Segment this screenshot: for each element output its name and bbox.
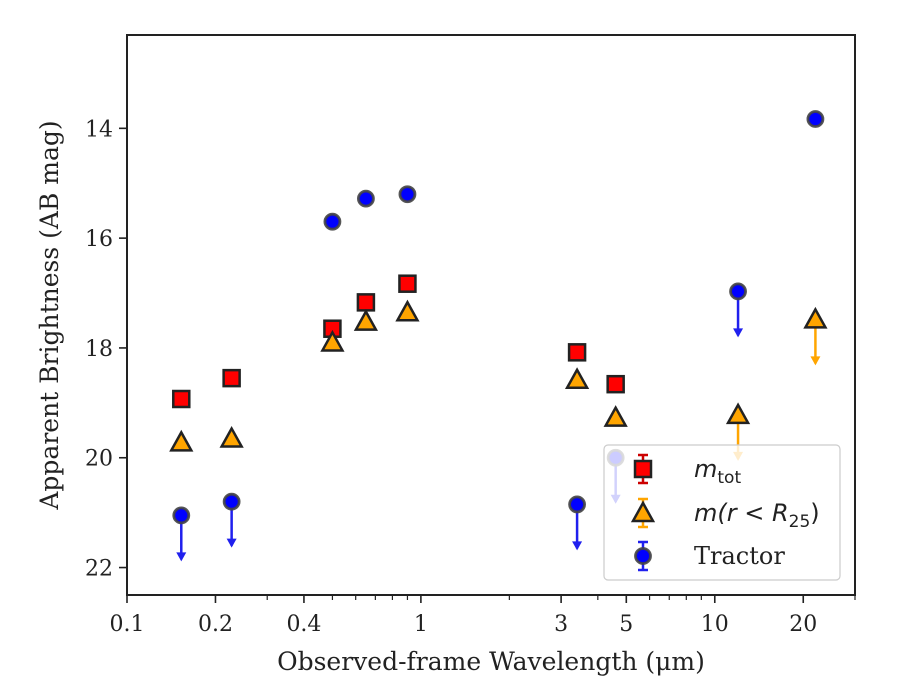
tractor-point-limit-arrow-head: [226, 538, 237, 548]
m-tot-point: [606, 374, 625, 394]
legend-label: Tractor: [694, 542, 785, 570]
x-tick-label: 10: [701, 612, 729, 637]
axes: 0.1 0.2 0.4 1 3 5 10 20 14 16 18 20 22 Observed-frame…: [35, 117, 856, 676]
m-r25-point: [603, 405, 628, 427]
tractor-point: [357, 189, 375, 208]
plot-frame: [126, 34, 856, 596]
x-tick-label: 20: [789, 612, 817, 637]
m-tot-point: [398, 274, 417, 293]
legend-marker: [633, 459, 653, 479]
m-tot-point: [172, 389, 191, 409]
m-r25-point: [353, 309, 379, 331]
y-tick-label: 16: [85, 227, 113, 252]
tractor-point: [729, 282, 747, 301]
y-tick-label: 18: [85, 337, 113, 362]
x-tick-label: 0.2: [198, 612, 233, 637]
x-tick-label: 0.1: [110, 612, 145, 637]
legend: mtot m(r < R25) Tractor: [603, 444, 841, 581]
tractor-point: [398, 185, 417, 204]
m-r25-point: [564, 367, 590, 390]
m-r25-point: [320, 329, 345, 352]
tractor-point: [222, 492, 241, 511]
m-r25-point: [169, 429, 194, 452]
m-r25-point: [395, 299, 420, 322]
m-tot-point: [222, 368, 241, 388]
x-axis-title: Observed-frame Wavelength (μm): [277, 647, 705, 676]
legend-box: [603, 444, 841, 581]
tractor-point-limit-arrow-head: [733, 328, 744, 338]
x-tick-label: 0.4: [286, 612, 321, 637]
y-tick-label: 20: [85, 447, 113, 472]
tractor-point: [172, 506, 191, 525]
x-tick-label: 1: [414, 612, 428, 637]
x-tick-label: 3: [554, 612, 568, 637]
m-tot-point: [356, 293, 376, 312]
y-axis-title: Apparent Brightness (AB mag): [35, 120, 64, 510]
y-tick-label: 22: [85, 557, 113, 582]
tractor-point-limit-arrow-head: [176, 552, 187, 562]
x-tick-label: 5: [619, 612, 633, 637]
legend-marker: [634, 547, 652, 565]
m-r25-point: [803, 306, 828, 329]
m-r25-point-limit-arrow-head: [810, 356, 821, 366]
tractor-point-limit-arrow-head: [572, 541, 583, 551]
legend-marker: [630, 500, 656, 523]
y-tick-label: 14: [85, 117, 113, 142]
tractor-point: [323, 212, 342, 231]
tractor-point: [806, 110, 825, 128]
tractor-point: [568, 495, 586, 514]
m-tot-point: [567, 343, 587, 362]
m-r25-point: [725, 402, 751, 425]
m-r25-point: [219, 425, 244, 448]
legend-label: m(r < R25): [694, 499, 820, 532]
legend-label: mtot: [694, 455, 741, 488]
